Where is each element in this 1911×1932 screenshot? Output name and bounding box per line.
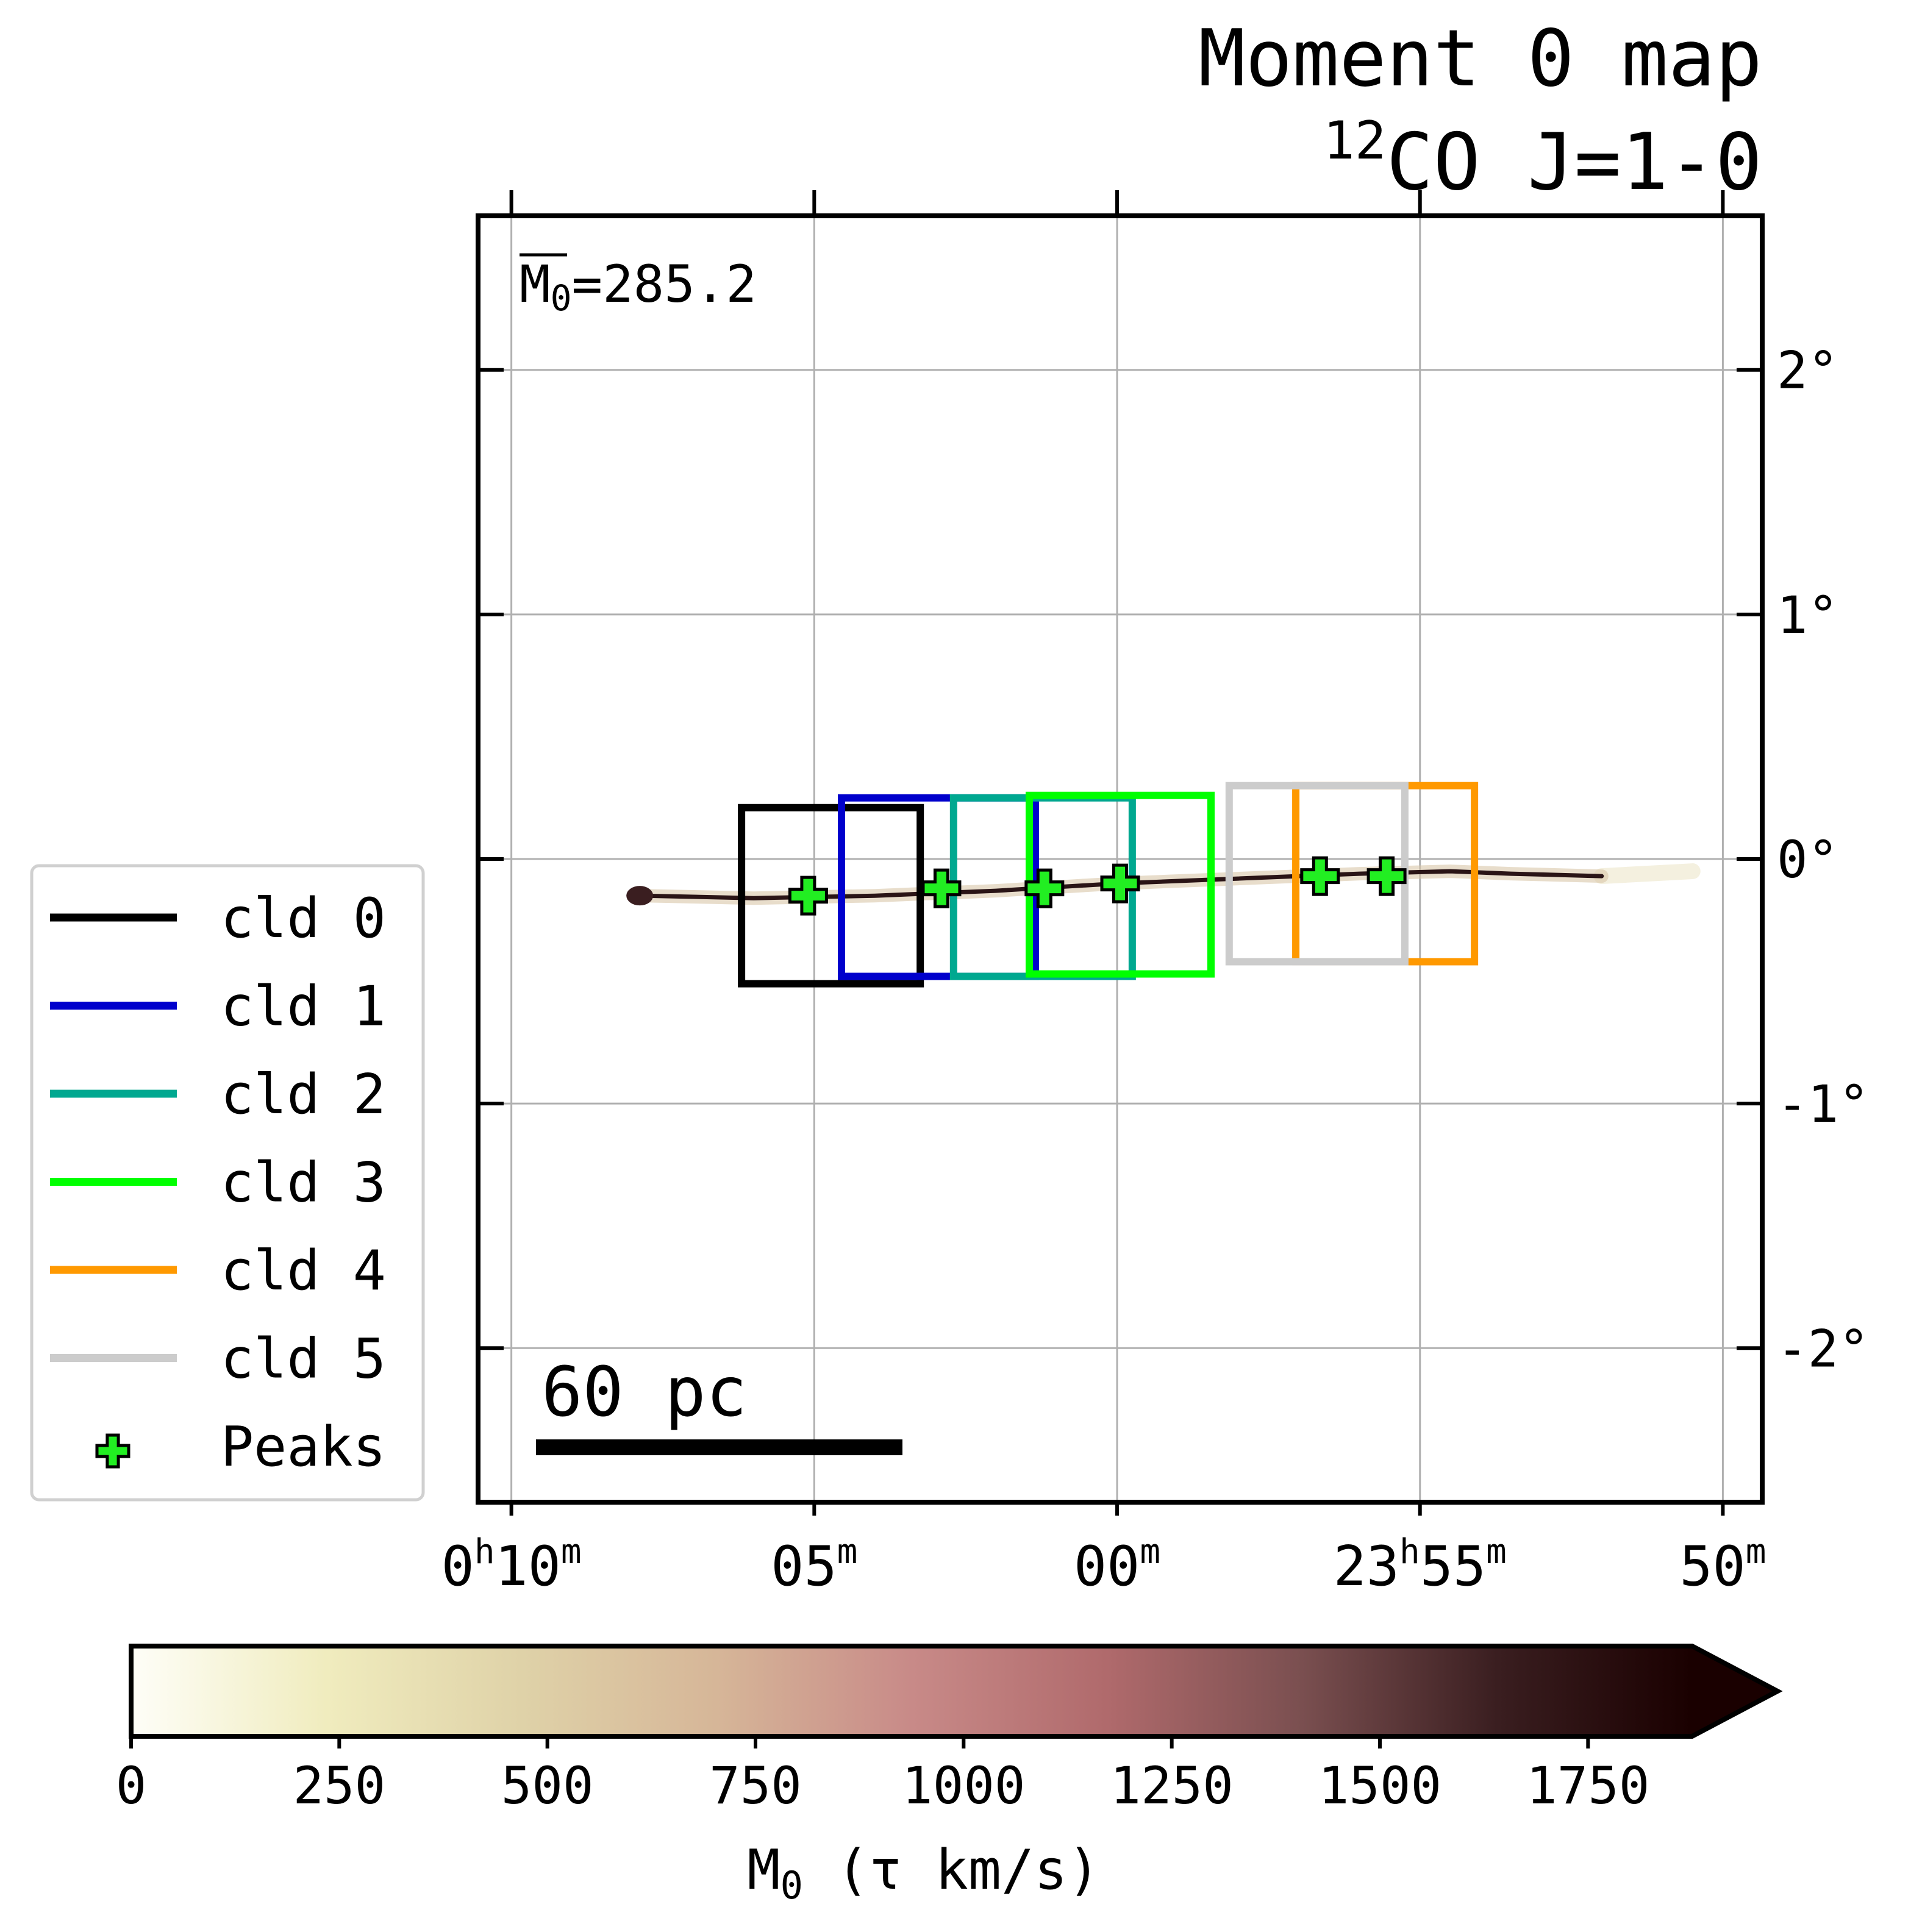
x-ticks: 0h10m 05m 00m 23h55m 50m — [441, 190, 1766, 1599]
legend-frame — [30, 864, 425, 1502]
colorbar-tick-label-3: 750 — [709, 1756, 802, 1816]
y-tick-label-4: -2° — [1777, 1319, 1870, 1378]
legend-label-peaks: Peaks — [221, 1415, 386, 1479]
colorbar-tick-label-6: 1500 — [1318, 1756, 1441, 1816]
x-tick-label-minutes-unit: m — [837, 1532, 858, 1572]
colorbar-label-subscript: 0 — [780, 1863, 803, 1908]
title-superscript: 12 — [1323, 110, 1387, 171]
legend-swatch-peaks — [95, 1433, 130, 1469]
chart-title-line2: 12CO J=1-0 — [1323, 110, 1762, 208]
legend-label-cloud-2: cld 2 — [221, 1063, 386, 1127]
x-tick-label-minutes-unit: m — [1746, 1532, 1766, 1572]
colorbar-tick-label-1: 250 — [293, 1756, 385, 1816]
colorbar-tick-label-7: 1750 — [1526, 1756, 1649, 1816]
chart-title-line1: Moment 0 map — [1198, 13, 1762, 104]
colorbar-gradient — [131, 1646, 1692, 1736]
colorbar-label-symbol: M — [747, 1838, 780, 1902]
filament-head — [626, 886, 654, 906]
scale-bar-label: 60 pc — [541, 1353, 747, 1432]
scale-bar: 60 pc — [536, 1353, 902, 1455]
colorbar-tick-label-4: 1000 — [902, 1756, 1025, 1816]
peak-marker-4 — [1300, 856, 1340, 896]
legend: cld 0 cld 1 cld 2 cld 3 cld 4 cld 5 Peaks — [30, 864, 425, 1502]
x-tick-label-hours-unit: h — [474, 1532, 495, 1572]
x-tick-label-minutes: 50 — [1679, 1535, 1745, 1599]
legend-label-cloud-3: cld 3 — [221, 1151, 386, 1215]
x-tick-label-hours: 23 — [1334, 1535, 1399, 1599]
colorbar-tick-label-0: 0 — [116, 1756, 147, 1816]
y-tick-label-0: 2° — [1777, 341, 1838, 401]
mean-symbol: M — [520, 254, 551, 314]
x-tick-label-minutes-unit: m — [1486, 1532, 1507, 1572]
colorbar-outline — [129, 1644, 1783, 1739]
x-tick-label-minutes: 00 — [1074, 1535, 1140, 1599]
colorbar-label: M0 (τ km/s) — [747, 1838, 1100, 1908]
x-tick-label-minutes: 55 — [1420, 1535, 1486, 1599]
title-molecule: CO J=1-0 — [1387, 117, 1763, 208]
peak-marker-5 — [1366, 856, 1407, 896]
y-ticks: 2° 1° 0° -1° -2° — [478, 341, 1870, 1378]
x-tick-label-minutes: 05 — [771, 1535, 837, 1599]
x-tick-label-3: 23h55m — [1334, 1532, 1507, 1599]
colorbar-tick-label-5: 1250 — [1110, 1756, 1234, 1816]
y-tick-label-3: -1° — [1777, 1074, 1870, 1134]
cloud-box-0 — [738, 804, 924, 988]
x-tick-label-1: 05m — [771, 1532, 857, 1599]
svg-text:M0=285.2: M0=285.2 — [520, 254, 757, 319]
colorbar-ticks: 0 250 500 750 1000 1250 1500 1750 — [116, 1736, 1649, 1816]
peak-marker-2 — [1024, 868, 1065, 908]
mean-subscript: 0 — [551, 277, 572, 319]
x-tick-label-hours-unit: h — [1399, 1532, 1420, 1572]
x-tick-label-0: 0h10m — [441, 1532, 582, 1599]
x-tick-label-minutes-unit: m — [1140, 1532, 1160, 1572]
legend-label-cloud-4: cld 4 — [221, 1239, 386, 1303]
x-tick-label-minutes-unit: m — [561, 1532, 582, 1572]
y-tick-label-2: 0° — [1777, 830, 1838, 889]
mean-value: =285.2 — [572, 254, 757, 314]
peak-marker-1 — [921, 868, 962, 908]
colorbar-extend-arrow — [1692, 1646, 1777, 1736]
grid — [478, 216, 1762, 1502]
colorbar-tick-label-2: 500 — [501, 1756, 594, 1816]
legend-label-cloud-5: cld 5 — [221, 1327, 386, 1391]
x-tick-label-minutes: 10 — [495, 1535, 561, 1599]
x-tick-label-4: 50m — [1679, 1532, 1766, 1599]
filament-faint-tail — [1593, 863, 1701, 885]
peaks — [788, 856, 1407, 916]
x-tick-label-2: 00m — [1074, 1532, 1160, 1599]
legend-label-cloud-1: cld 1 — [221, 975, 386, 1039]
peak-marker-0 — [788, 875, 828, 916]
colorbar: 0 250 500 750 1000 1250 1500 1750 M0 (τ km/s) — [116, 1644, 1783, 1908]
y-tick-label-1: 1° — [1777, 585, 1838, 645]
x-tick-label-hours: 0 — [441, 1535, 474, 1599]
peak-marker-3 — [1100, 863, 1140, 904]
legend-label-cloud-0: cld 0 — [221, 886, 386, 950]
colorbar-label-units: (τ km/s) — [803, 1838, 1101, 1902]
filament — [626, 863, 1701, 906]
mean-annotation: M0=285.2 — [520, 253, 757, 319]
